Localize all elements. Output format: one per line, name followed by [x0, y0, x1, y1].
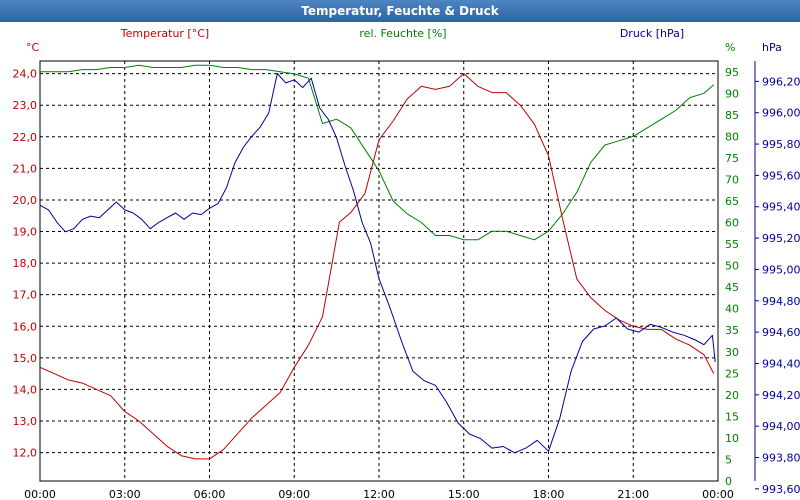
humidity-tick: 90	[725, 87, 739, 100]
humidity-tick: 60	[725, 217, 739, 230]
humidity-tick: 10	[725, 432, 739, 445]
x-tick-time: 00:00	[702, 488, 734, 500]
humidity-unit: %	[725, 41, 735, 54]
x-tick-time: 18:00	[533, 488, 565, 500]
humidity-tick: 35	[725, 324, 739, 337]
x-tick-time: 00:00	[24, 488, 56, 500]
humidity-tick: 5	[725, 453, 732, 466]
pressure-tick: 995,60	[762, 169, 800, 182]
x-tick-time: 12:00	[363, 488, 395, 500]
temperature-tick: 12,0	[13, 447, 38, 460]
pressure-tick: 995,80	[762, 138, 800, 151]
pressure-tick: 996,20	[762, 75, 800, 88]
temperature-tick: 18,0	[13, 257, 38, 270]
pressure-tick: 995,20	[762, 232, 800, 245]
pressure-tick: 994,80	[762, 295, 800, 308]
series-line-humidity	[40, 64, 715, 241]
humidity-tick: 65	[725, 195, 739, 208]
humidity-tick: 30	[725, 346, 739, 359]
temperature-tick: 16,0	[13, 320, 38, 333]
series-line-temperature	[39, 73, 715, 460]
series-lines	[39, 64, 716, 460]
pressure-tick: 995,40	[762, 201, 800, 214]
humidity-tick: 0	[725, 475, 732, 488]
pressure-tick: 994,60	[762, 326, 800, 339]
tick-labels: 00:0016.09.1403:0016.09.1406:0016.09.140…	[13, 66, 800, 500]
x-tick-time: 03:00	[109, 488, 141, 500]
humidity-tick: 15	[725, 410, 739, 423]
temperature-tick: 20,0	[13, 194, 38, 207]
humidity-tick: 25	[725, 367, 739, 380]
x-tick-time: 09:00	[278, 488, 310, 500]
temperature-tick: 19,0	[13, 226, 38, 239]
temperature-tick: 22,0	[13, 131, 38, 144]
humidity-tick: 75	[725, 152, 739, 165]
pressure-tick: 993,80	[762, 451, 800, 464]
pressure-tick: 994,40	[762, 357, 800, 370]
window-title: Temperatur, Feuchte & Druck	[0, 0, 800, 22]
x-tick-time: 21:00	[617, 488, 649, 500]
humidity-tick: 40	[725, 303, 739, 316]
temperature-axis-label: Temperatur [°C]	[120, 27, 209, 40]
pressure-tick: 995,00	[762, 263, 800, 276]
temperature-tick: 24,0	[13, 68, 38, 81]
pressure-axis-label: Druck [hPa]	[620, 27, 684, 40]
humidity-tick: 20	[725, 389, 739, 402]
temperature-tick: 14,0	[13, 383, 38, 396]
temperature-tick: 13,0	[13, 415, 38, 428]
x-tick-time: 06:00	[194, 488, 226, 500]
pressure-tick: 994,00	[762, 420, 800, 433]
humidity-tick: 50	[725, 260, 739, 273]
temperature-tick: 15,0	[13, 352, 38, 365]
pressure-tick: 994,20	[762, 389, 800, 402]
axis-labels: Temperatur [°C] rel. Feuchte [%] Druck […	[26, 27, 782, 54]
pressure-tick: 996,00	[762, 107, 800, 120]
temperature-tick: 17,0	[13, 289, 38, 302]
temperature-unit: °C	[26, 41, 40, 54]
humidity-tick: 70	[725, 173, 739, 186]
x-tick-time: 15:00	[448, 488, 480, 500]
chart: Temperatur [°C] rel. Feuchte [%] Druck […	[13, 27, 800, 500]
series-line-pressure	[39, 73, 716, 454]
pressure-unit: hPa	[762, 41, 782, 54]
humidity-tick: 80	[725, 130, 739, 143]
grid	[40, 61, 718, 481]
humidity-tick: 55	[725, 238, 739, 251]
humidity-tick: 95	[725, 66, 739, 79]
temperature-tick: 23,0	[13, 99, 38, 112]
pressure-tick: 993,60	[762, 483, 800, 496]
humidity-tick: 85	[725, 109, 739, 122]
temperature-tick: 21,0	[13, 162, 38, 175]
humidity-tick: 45	[725, 281, 739, 294]
humidity-axis-label: rel. Feuchte [%]	[359, 27, 446, 40]
